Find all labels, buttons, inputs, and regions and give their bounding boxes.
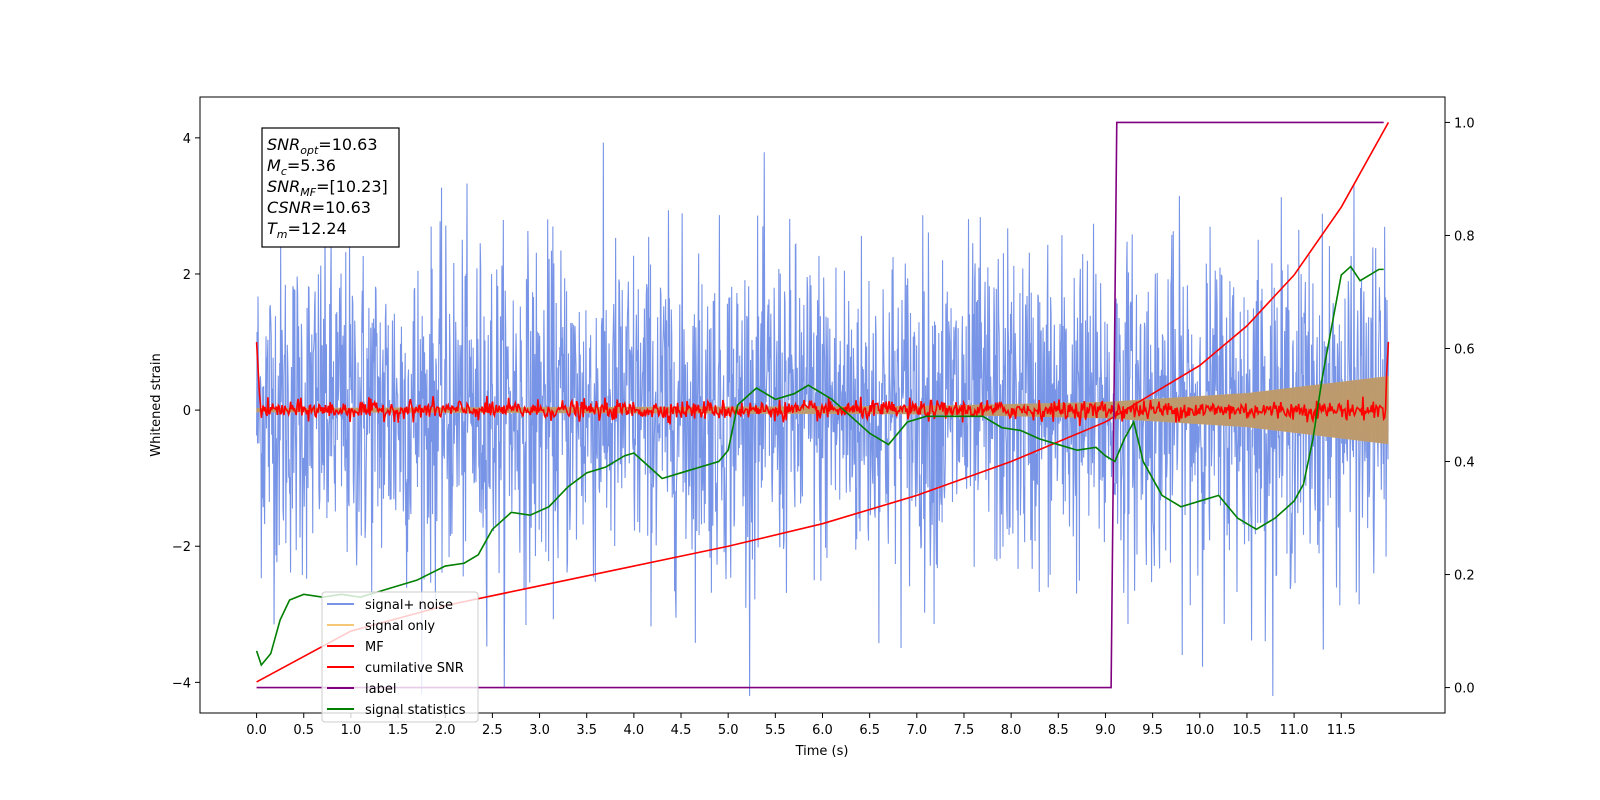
legend-entry: cumilative SNR (365, 661, 464, 676)
legend-box (321, 591, 479, 723)
stats-line: SNRMF=[10.23] (267, 177, 388, 199)
stats-line: Mc=5.36 (267, 156, 336, 178)
series-label (256, 121, 1384, 689)
y-axis-right: 0.0 0.2 0.4 0.6 0.8 1.0 (1445, 116, 1475, 697)
x-tick-label: 11.0 (1280, 723, 1309, 738)
stats-box (261, 127, 400, 248)
legend: signal+ noise signal only MF cumilative SNR… (321, 591, 479, 723)
x-tick-label: 8.0 (1001, 723, 1022, 738)
x-tick-label: 2.0 (435, 723, 456, 738)
x-tick-label: 4.5 (671, 723, 692, 738)
series-mf (255, 341, 1390, 427)
x-tick-label: 5.0 (718, 723, 739, 738)
x-tick-label: 7.5 (954, 723, 975, 738)
legend-entry: signal+ noise (365, 598, 453, 613)
series-layer (255, 121, 1390, 696)
y-right-tick-label: 0.0 (1454, 682, 1475, 697)
legend-entry: MF (365, 640, 384, 655)
x-tick-label: 7.0 (906, 723, 927, 738)
stats-annotation: SNRopt=10.63Mc=5.36SNRMF=[10.23]CSNR=10.… (261, 127, 400, 248)
y-right-tick-label: 0.4 (1454, 456, 1475, 471)
x-tick-label: 9.5 (1142, 723, 1163, 738)
stats-line: Tm=12.24 (267, 219, 347, 241)
y-right-tick-label: 0.8 (1454, 229, 1475, 244)
y-right-tick-label: 0.2 (1454, 569, 1475, 584)
stats-line: CSNR=10.63 (267, 198, 371, 217)
x-tick-label: 1.5 (388, 723, 409, 738)
x-tick-label: 1.0 (341, 723, 362, 738)
y-right-tick-label: 0.6 (1454, 342, 1475, 357)
y-left-tick-label: 2 (183, 268, 191, 283)
series-signal-only-envelope (256, 376, 1389, 445)
y-right-tick-label: 1.0 (1454, 116, 1475, 131)
x-tick-label: 8.5 (1048, 723, 1069, 738)
x-tick-label: 3.0 (529, 723, 550, 738)
y-left-tick-label: 4 (183, 132, 191, 147)
x-tick-label: 4.0 (624, 723, 645, 738)
x-tick-label: 10.5 (1232, 723, 1261, 738)
stats-line: SNRopt=10.63 (267, 135, 378, 157)
x-tick-label: 10.0 (1185, 723, 1214, 738)
x-tick-label: 0.5 (293, 723, 314, 738)
x-tick-label: 5.5 (765, 723, 786, 738)
x-tick-label: 3.5 (576, 723, 597, 738)
x-axis: 0.0 0.5 1.0 1.5 2.0 2.5 3.0 3.5 4.0 4.5 5.0 5.5 6.0 6… (246, 713, 1356, 738)
y-axis-left-label: Whitened strain (149, 353, 164, 456)
legend-entry: signal statistics (365, 703, 466, 718)
x-tick-label: 2.5 (482, 723, 503, 738)
x-tick-label: 0.0 (246, 723, 267, 738)
y-left-tick-label: −2 (172, 540, 191, 555)
x-tick-label: 9.0 (1095, 723, 1116, 738)
x-tick-label: 6.0 (812, 723, 833, 738)
legend-entry: label (365, 682, 396, 697)
y-left-tick-label: −4 (172, 676, 191, 691)
x-tick-label: 6.5 (859, 723, 880, 738)
legend-entry: signal only (365, 619, 435, 634)
y-left-tick-label: 0 (183, 404, 191, 419)
series-signal-statistics (255, 265, 1384, 667)
x-axis-label: Time (s) (795, 744, 849, 759)
x-tick-label: 11.5 (1327, 723, 1356, 738)
series-signal-noise (256, 142, 1389, 696)
y-axis-left: −4 −2 0 2 4 (172, 132, 200, 691)
